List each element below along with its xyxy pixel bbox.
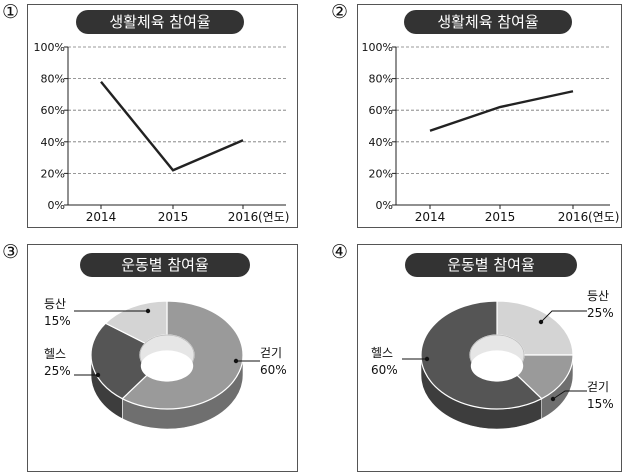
x-unit-label: (연도)	[258, 210, 289, 224]
y-tick-label: 60%	[41, 104, 65, 117]
chart-title-4: 운동별 참여율	[405, 253, 577, 277]
x-tick-label: 2015	[158, 210, 189, 224]
line-chart-2: 0% 20% 40% 60% 80% 100% 2014 2015 2016 (연도)	[362, 41, 620, 224]
line-chart-panel-2: 생활체육 참여율 0% 20% 40% 60% 80% 100% 2014 2015 2016(…	[357, 4, 622, 228]
option-marker-1: ①	[2, 1, 20, 23]
y-tick-label: 20%	[41, 167, 65, 180]
y-tick-label: 40%	[41, 136, 65, 149]
pie-chart-panel-3: 운동별 참여율 걷기 60% 헬스 25% 등산 15%	[27, 244, 298, 472]
y-tick-label: 80%	[369, 73, 393, 86]
pie-chart-panel-4: 운동별 참여율 등산 25% 걷기 15% 헬스 60%	[357, 244, 622, 472]
x-tick-label: 2016	[558, 210, 589, 224]
y-tick-label: 100%	[34, 41, 65, 54]
y-tick-label: 0%	[48, 199, 65, 212]
x-tick-label: 2015	[485, 210, 516, 224]
donut-hole-inner	[140, 350, 194, 382]
chart-title-1: 생활체육 참여율	[76, 10, 244, 34]
slice-value-label: 25%	[587, 306, 614, 320]
y-tick-label: 100%	[362, 41, 393, 54]
x-unit-label: (연도)	[588, 210, 619, 224]
option-marker-2: ②	[331, 1, 349, 23]
slice-label: 걷기	[260, 346, 282, 360]
y-tick-label: 80%	[41, 73, 65, 86]
x-tick-label: 2014	[86, 210, 117, 224]
y-tick-label: 20%	[369, 167, 393, 180]
option-marker-3: ③	[2, 241, 20, 263]
y-tick-label: 60%	[369, 104, 393, 117]
chart-title-3: 운동별 참여율	[80, 253, 250, 277]
line-chart-panel-1: 생활체육 참여율 0% 20% 40% 60% 80% 100% 2014 2015 2016(…	[27, 4, 298, 228]
chart-title-2: 생활체육 참여율	[404, 10, 572, 34]
option-marker-4: ④	[331, 241, 349, 263]
slice-label: 헬스	[371, 346, 393, 360]
slice-value-label: 60%	[371, 363, 398, 377]
leader-dot	[145, 308, 151, 314]
slice-value-label: 15%	[44, 314, 71, 328]
slice-label: 헬스	[44, 347, 66, 361]
slice-value-label: 25%	[44, 364, 71, 378]
leader-line	[552, 390, 587, 400]
x-tick-label: 2014	[415, 210, 446, 224]
x-tick-label: 2016	[228, 210, 259, 224]
leader-line	[540, 310, 587, 323]
donut-chart-4: 등산 25% 걷기 15% 헬스 60%	[371, 289, 614, 430]
line-chart-1: 0% 20% 40% 60% 80% 100% 2014 2015 2016 (연도)	[34, 41, 290, 224]
series-line	[429, 90, 574, 132]
slice-value-label: 60%	[260, 363, 287, 377]
y-tick-label: 40%	[369, 136, 393, 149]
slice-value-label: 15%	[587, 397, 614, 411]
donut-chart-3: 걷기 60% 헬스 25% 등산 15%	[44, 297, 287, 430]
slice-label: 등산	[587, 289, 609, 303]
slice-label: 걷기	[587, 380, 609, 394]
donut-hole-inner	[470, 350, 524, 382]
slice-label: 등산	[44, 297, 66, 311]
series-line	[100, 81, 244, 172]
y-tick-label: 0%	[376, 199, 393, 212]
